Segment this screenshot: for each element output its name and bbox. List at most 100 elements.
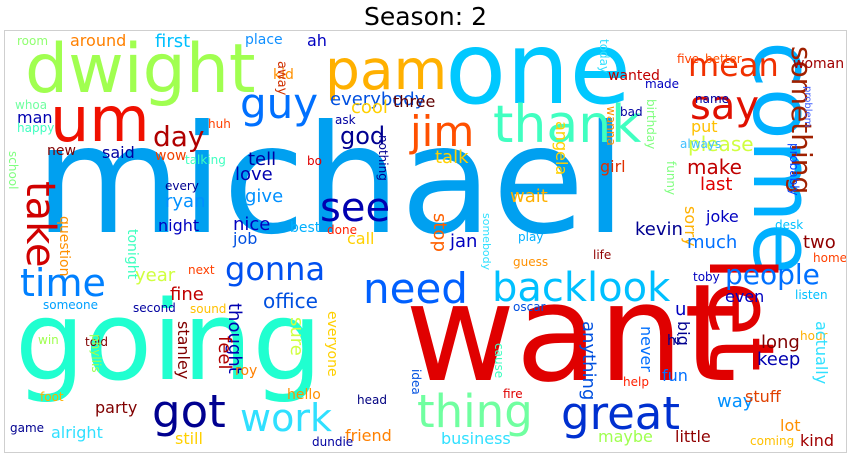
word-take: take xyxy=(17,181,63,268)
word-even: even xyxy=(725,287,765,306)
word-one: one xyxy=(445,30,632,127)
word-time: time xyxy=(20,261,106,305)
word-kind: kind xyxy=(800,431,835,450)
word-joke: joke xyxy=(706,207,739,226)
word-head: head xyxy=(357,393,387,407)
word-somebody: somebody xyxy=(480,213,493,271)
word-kevin: kevin xyxy=(635,219,683,240)
word-everybody: everybody xyxy=(330,89,426,110)
word-fire: fire xyxy=(503,387,523,401)
word-tell: tell xyxy=(248,149,277,170)
word-someone: someone xyxy=(43,298,98,312)
word-great: great xyxy=(561,387,680,440)
word-please: please xyxy=(688,132,754,156)
word-work: work xyxy=(240,396,332,440)
word-birthday: birthday xyxy=(644,99,658,150)
word-home: home xyxy=(813,251,847,265)
word-better: better xyxy=(705,52,742,66)
word-happy: happy xyxy=(17,121,55,135)
word-listen: listen xyxy=(795,288,828,302)
word-jan: jan xyxy=(450,231,478,252)
word-whoa: whoa xyxy=(15,98,48,112)
word-man: man xyxy=(17,108,53,127)
word-jim: jim xyxy=(410,107,475,156)
word-huh: huh xyxy=(208,117,231,131)
word-nice: nice xyxy=(233,214,271,235)
word-bo: bo xyxy=(307,154,322,168)
word-every: every xyxy=(165,179,199,193)
word-actually: actually xyxy=(812,321,831,385)
word-new: new xyxy=(47,143,76,159)
word-angela: angela xyxy=(552,121,571,176)
word-phyllis: phyllis xyxy=(89,334,103,373)
word-guy: guy xyxy=(240,79,319,128)
word-around: around xyxy=(70,31,127,50)
word-talking: talking xyxy=(185,153,226,167)
word-year: year xyxy=(135,265,176,286)
word-maybe: maybe xyxy=(598,427,653,446)
word-way: way xyxy=(717,391,754,412)
word-cool: cool xyxy=(351,97,388,118)
word-stanley: stanley xyxy=(174,321,193,380)
page-title: Season: 2 xyxy=(363,2,487,31)
word-stop: stop xyxy=(429,213,450,252)
word-feel: feel xyxy=(214,336,235,370)
word-keep: keep xyxy=(757,349,801,370)
word-put: put xyxy=(691,117,718,136)
word-see: see xyxy=(320,185,391,231)
word-idea: idea xyxy=(409,369,423,395)
word-god: god xyxy=(340,122,386,150)
word-ask: ask xyxy=(335,113,356,127)
word-first: first xyxy=(155,31,191,52)
word-said: said xyxy=(102,143,135,162)
word-going: going xyxy=(15,277,323,405)
word-lot: lot xyxy=(780,416,801,435)
word-roy: roy xyxy=(235,363,258,379)
word-cause: cause xyxy=(492,343,506,379)
word-make: make xyxy=(687,155,742,179)
word-friend: friend xyxy=(345,426,392,445)
word-kid: kid xyxy=(273,67,294,83)
word-fun: fun xyxy=(662,366,688,385)
word-michael: michael xyxy=(35,94,627,268)
word-anything: anything xyxy=(578,321,599,401)
word-foot: foot xyxy=(40,390,64,404)
word-give: give xyxy=(245,186,284,207)
word-day: day xyxy=(153,120,205,153)
word-five: five xyxy=(677,52,700,66)
word-say: say xyxy=(690,83,760,129)
word-made: made xyxy=(645,77,680,91)
word-still: still xyxy=(175,429,203,448)
word-always: always xyxy=(680,137,722,151)
word-wanted: wanted xyxy=(608,68,660,84)
word-desk: desk xyxy=(775,218,804,232)
word-wow: wow xyxy=(155,148,187,164)
word-backlook: backlook xyxy=(492,265,671,311)
word-wait: wait xyxy=(510,186,548,207)
word-woman: woman xyxy=(793,56,845,72)
word-cloud: michael want going one dwight come um pam thank l… xyxy=(4,30,847,453)
word-fine: fine xyxy=(170,284,204,305)
word-call: call xyxy=(347,229,375,248)
word-today: today xyxy=(597,39,611,74)
word-business: business xyxy=(441,429,511,448)
word-win: win xyxy=(38,333,59,347)
word-got: got xyxy=(152,385,226,438)
word-little: little xyxy=(675,427,711,446)
word-alright: alright xyxy=(51,423,103,442)
word-toby: toby xyxy=(693,270,720,284)
word-hour: hour xyxy=(800,329,828,343)
word-next: next xyxy=(188,263,215,277)
word-second: second xyxy=(133,301,176,315)
word-hi: hi xyxy=(667,333,680,349)
word-party: party xyxy=(95,398,138,417)
word-problem: problem xyxy=(802,86,813,128)
word-told: told xyxy=(85,335,108,349)
word-guess: guess xyxy=(513,255,549,269)
word-name: name xyxy=(695,92,730,106)
word-oscar: oscar xyxy=(513,300,546,314)
word-funny: funny xyxy=(664,161,678,196)
word-ah: ah xyxy=(307,31,327,50)
word-mean: mean xyxy=(688,46,779,84)
